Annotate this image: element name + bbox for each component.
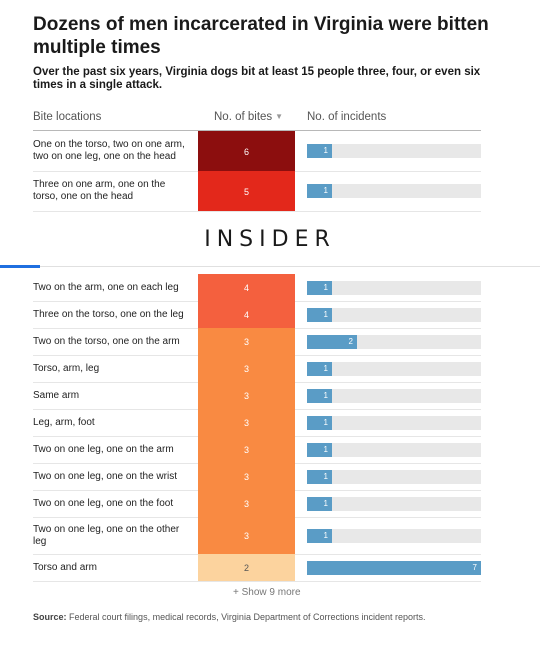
incidents-bar-track: 1 — [307, 308, 481, 322]
header-no-of-bites-label: No. of bites — [214, 111, 273, 123]
incidents-bar: 1 — [307, 362, 332, 376]
bite-location-label: Three on the torso, one on the leg — [33, 308, 184, 320]
bites-cell: 5 — [198, 171, 295, 212]
bite-location-label: Three on one arm, one on the torso, one … — [33, 179, 166, 202]
incidents-bar-track: 7 — [307, 561, 481, 575]
bite-location-label: Torso and arm — [33, 561, 97, 573]
bites-cell: 3 — [198, 517, 295, 555]
incidents-bar-track: 1 — [307, 184, 481, 198]
bites-cell: 3 — [198, 463, 295, 491]
bite-location-label: Two on one leg, one on the wrist — [33, 470, 177, 482]
bite-location-label: One on the torso, two on one arm, two on… — [33, 139, 185, 162]
overlay-divider — [0, 266, 540, 267]
bite-location-label: Same arm — [33, 389, 80, 401]
sort-descending-icon: ▼ — [275, 112, 284, 121]
bite-location-label: Two on one leg, one on the arm — [33, 443, 174, 455]
bites-cell: 3 — [198, 382, 295, 410]
bite-location-label: Two on one leg, one on the foot — [33, 497, 174, 509]
incidents-bar: 1 — [307, 389, 332, 403]
bite-location-label: Two on the torso, one on the arm — [33, 335, 180, 347]
bites-cell: 4 — [198, 274, 295, 302]
bite-location-label: Two on the arm, one on each leg — [33, 281, 179, 293]
bites-cell: 2 — [198, 554, 295, 582]
source-text: Federal court filings, medical records, … — [69, 612, 426, 622]
incidents-bar-track: 1 — [307, 470, 481, 484]
incidents-bar-track: 1 — [307, 443, 481, 457]
incidents-bar-track: 1 — [307, 389, 481, 403]
incidents-bar-track: 1 — [307, 144, 481, 158]
bites-cell: 3 — [198, 328, 295, 356]
overlay-accent-bar — [0, 265, 40, 268]
bites-cell: 3 — [198, 355, 295, 383]
incidents-bar: 7 — [307, 561, 481, 575]
logo-overlay — [0, 214, 540, 269]
incidents-bar-track: 2 — [307, 335, 481, 349]
bites-cell: 3 — [198, 409, 295, 437]
bite-location-label: Torso, arm, leg — [33, 362, 100, 374]
insider-logo: INSIDER — [204, 227, 336, 252]
bite-location-label: Leg, arm, foot — [33, 416, 95, 428]
header-no-of-bites[interactable]: No. of bites ▼ — [214, 111, 283, 123]
source-label: Source: — [33, 612, 67, 622]
bite-location-label: Two on one leg, one on the other leg — [33, 523, 180, 547]
incidents-bar: 1 — [307, 443, 332, 457]
row-divider — [33, 211, 481, 212]
incidents-bar: 1 — [307, 281, 332, 295]
header-divider — [33, 130, 481, 131]
incidents-bar: 1 — [307, 144, 332, 158]
chart-subtitle: Over the past six years, Virginia dogs b… — [33, 66, 481, 91]
incidents-bar-track: 1 — [307, 362, 481, 376]
header-bite-locations[interactable]: Bite locations — [33, 111, 102, 123]
chart-title: Dozens of men incarcerated in Virginia w… — [33, 14, 489, 58]
bites-cell: 3 — [198, 436, 295, 464]
incidents-bar-track: 1 — [307, 416, 481, 430]
source-note: Source: Federal court filings, medical r… — [33, 612, 426, 622]
incidents-bar: 2 — [307, 335, 357, 349]
bites-cell: 4 — [198, 301, 295, 329]
header-no-of-incidents[interactable]: No. of incidents — [307, 111, 387, 123]
incidents-bar-track: 1 — [307, 497, 481, 511]
incidents-bar: 1 — [307, 184, 332, 198]
incidents-bar: 1 — [307, 470, 332, 484]
bites-cell: 3 — [198, 490, 295, 518]
incidents-bar-track: 1 — [307, 529, 481, 543]
incidents-bar: 1 — [307, 308, 332, 322]
incidents-bar: 1 — [307, 497, 332, 511]
show-more-link[interactable]: + Show 9 more — [233, 587, 301, 598]
incidents-bar: 1 — [307, 416, 332, 430]
bites-cell: 6 — [198, 131, 295, 172]
incidents-bar: 1 — [307, 529, 332, 543]
incidents-bar-track: 1 — [307, 281, 481, 295]
row-divider — [33, 581, 481, 582]
